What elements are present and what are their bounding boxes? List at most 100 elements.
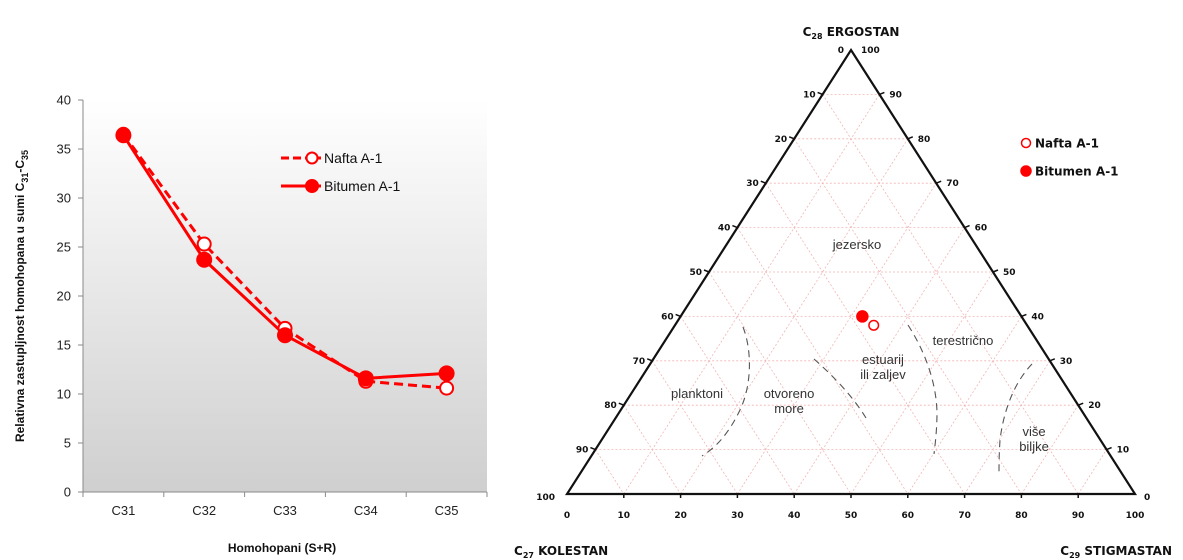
region-label-line: ili zaljev [860,367,906,382]
tick-mark [646,358,653,362]
tick-label: 40 [718,224,731,234]
tick-label: 10 [1117,446,1130,456]
grid-line [680,316,795,495]
corner-subscript: 27 [523,551,534,560]
grid-line [907,316,1022,495]
region-label-line: biljke [1019,439,1049,454]
y-tick-label: 30 [57,191,71,206]
x-tick-label: C34 [354,503,378,518]
tick-label: 70 [946,179,959,189]
legend-label: Nafta A-1 [1035,137,1099,151]
tick-mark [618,402,625,406]
tick-mark [992,269,999,273]
region-vise-biljke: više biljke [1019,424,1049,454]
tick-label: 20 [775,135,788,145]
x-tick-label: C35 [435,503,459,518]
tick-label: 60 [975,224,988,234]
tick-mark [1021,313,1027,318]
homohopane-line-chart: 0 5 10 15 20 25 30 35 40 C31 C32 C33 C34 C35 Nafta A… [13,93,488,555]
corner-prefix: C [1060,544,1069,558]
environment-boundaries [701,324,1033,475]
tick-label: 0 [564,511,570,521]
tick-mark [1077,402,1084,406]
tick-label: 90 [576,446,589,456]
data-point [196,236,212,252]
y-axis-title-sub2: 35 [20,150,30,160]
tick-mark [817,91,823,96]
region-terestricno: terestrično [933,333,994,348]
y-tick-label: 20 [57,289,71,304]
tick-mark [935,180,942,184]
legend-marker [305,151,319,165]
tick-label: 60 [661,312,674,322]
boundary-higher-plants [998,363,1033,475]
corner-label-right: C29 STIGMASTAN [1060,544,1172,560]
x-tick-label: C33 [273,503,297,518]
grid-line [651,360,738,495]
corner-prefix: C [803,25,812,39]
tick-mark [879,91,885,96]
grid-line [1077,449,1107,495]
ternary-data-point [868,319,880,331]
y-tick-label: 40 [57,93,71,108]
legend-marker [305,179,319,193]
grid-line [822,94,1079,495]
grid-line [623,404,681,495]
ternary-region-labels: jezersko terestrično planktoni otvoreno m… [671,237,1049,454]
tick-mark [964,224,970,229]
tick-label: 30 [746,179,759,189]
legend-marker [1020,165,1032,177]
grid-line [623,94,880,495]
legend-label: Nafta A-1 [324,150,383,166]
data-point [439,380,455,396]
ternary-data-point [856,310,869,323]
tick-label: 50 [689,268,702,278]
tick-mark [760,180,767,184]
tick-label: 20 [674,511,687,521]
grid-line [793,227,965,495]
region-label-line: više [1022,424,1045,439]
y-axis-title-mid: -C [13,160,27,173]
grid-line [595,449,625,495]
grid-line [850,271,994,495]
region-planktoni: planktoni [671,386,723,401]
y-axis-title: Relativna zastupljnost homohopana u sumi… [13,150,30,442]
corner-subscript: 28 [811,32,823,41]
tick-mark [1049,358,1056,362]
region-label-line: otvoreno [764,386,815,401]
region-estuarij-ili-zaljev: estuarij ili zaljev [860,352,906,382]
corner-name: KOLESTAN [534,544,608,558]
grid-line [708,271,852,495]
corner-name: STIGMASTAN [1080,544,1172,558]
tick-label: 80 [1015,511,1028,521]
tick-label: 10 [618,511,631,521]
tick-label: 40 [1031,312,1044,322]
grid-line [793,138,1022,495]
y-axis-title-sub1: 31 [20,173,30,183]
region-label-line: more [774,401,804,416]
corner-label-left: C27 KOLESTAN [514,544,608,560]
data-point [277,327,293,344]
tick-label: 100 [1126,511,1145,521]
tick-label: 90 [1072,511,1085,521]
tick-label: 20 [1088,401,1101,411]
tick-label: 100 [536,493,555,503]
tick-label: 70 [633,357,646,367]
legend-label: Bitumen A-1 [1035,165,1119,179]
sterane-ternary-diagram: 0 0 10 10 10 20 20 20 30 30 30 40 40 40 50 50 50 60 60 60 70… [514,25,1172,560]
x-tick-label: C32 [192,503,216,518]
data-point [196,251,213,268]
y-tick-label: 10 [57,387,71,402]
tick-label: 30 [1060,357,1073,367]
tick-label: 10 [803,90,816,100]
boundary-open-sea [813,358,867,419]
y-tick-label: 35 [57,142,71,157]
region-label-line: estuarij [862,352,904,367]
corner-name: ERGOSTAN [823,25,900,39]
y-axis-title-main: Relativna zastupljnost homohopana u sumi… [13,182,27,442]
tick-label: 90 [889,90,902,100]
y-tick-label: 5 [64,436,71,451]
corner-label-top: C28 ERGOSTAN [803,25,900,41]
tick-label: 50 [845,511,858,521]
